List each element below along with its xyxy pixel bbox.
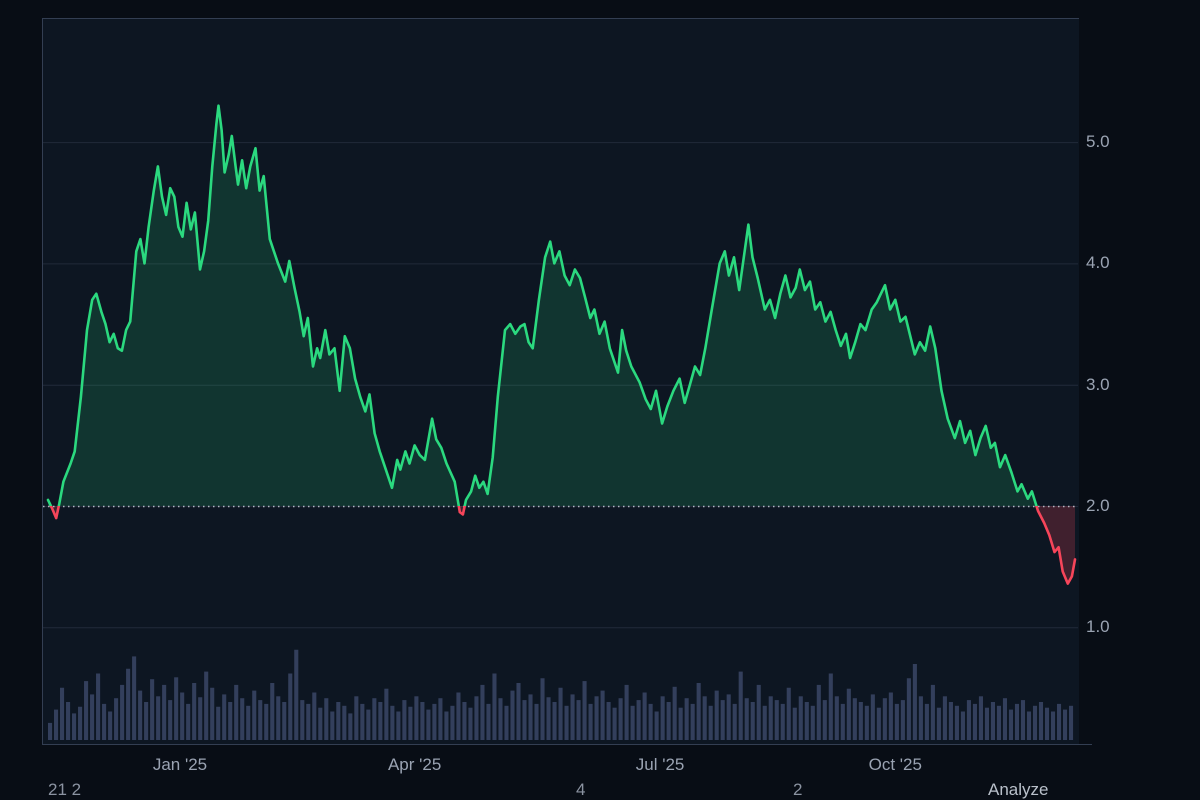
y-axis-tick-label: 3.0 xyxy=(1086,374,1110,394)
y-axis-tick-label: 4.0 xyxy=(1086,253,1110,273)
y-axis-tick-label: 1.0 xyxy=(1086,617,1110,637)
x-axis-tick-label: Jul '25 xyxy=(635,755,685,774)
x-axis-tick-label: Oct '25 xyxy=(868,755,922,774)
chart-frame xyxy=(42,18,1092,745)
footer-text: 2 xyxy=(793,780,803,799)
volume-bars xyxy=(48,649,1074,740)
y-axis-tick-label: 2.0 xyxy=(1086,496,1110,515)
x-axis-tick-label: Apr '25 xyxy=(387,755,442,774)
footer-text: 4 xyxy=(576,780,586,799)
analyze-button[interactable]: Analyze xyxy=(988,780,1049,799)
x-axis-tick-label: Jan '25 xyxy=(152,755,208,774)
price-area-up xyxy=(48,105,1075,506)
footer-text: 21 2 xyxy=(48,780,82,799)
price-line-up xyxy=(46,104,1038,506)
y-axis-tick-label: 5.0 xyxy=(1086,132,1110,152)
